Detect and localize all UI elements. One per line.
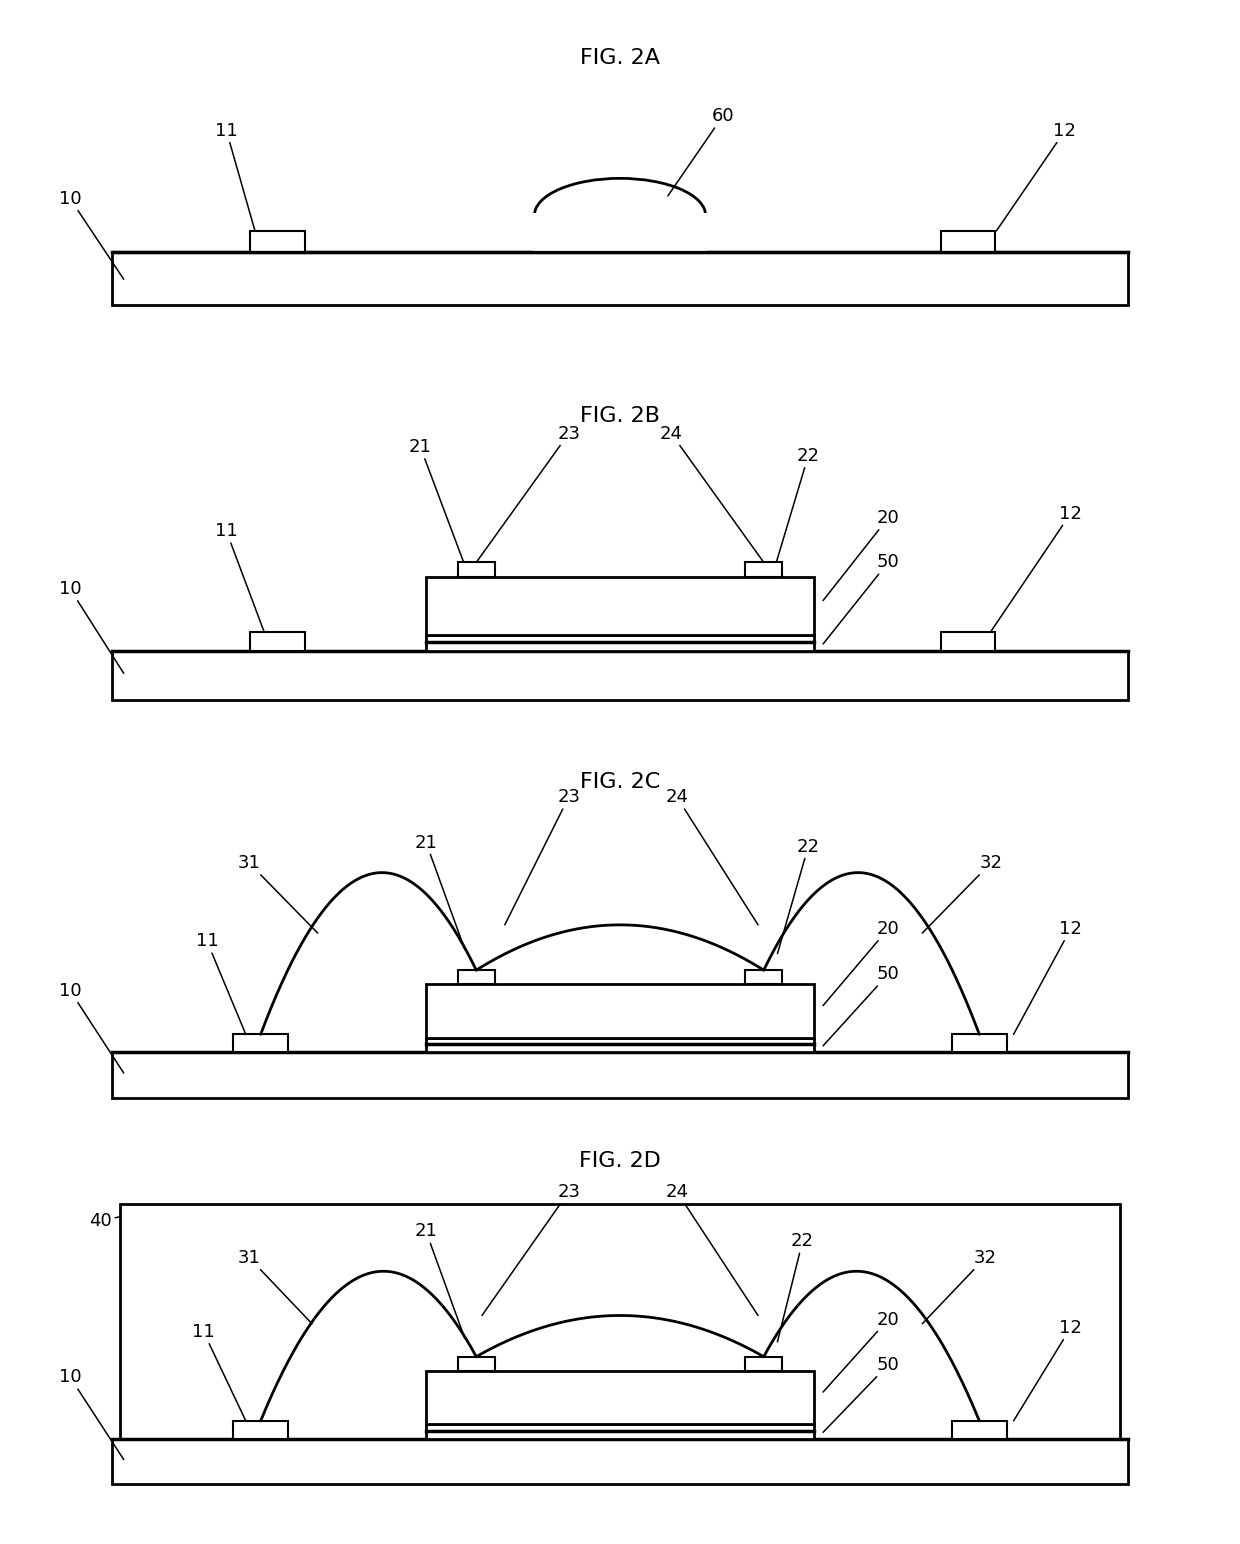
Text: FIG. 2C: FIG. 2C xyxy=(580,772,660,792)
Text: 21: 21 xyxy=(414,834,465,950)
Text: 12: 12 xyxy=(1013,920,1083,1034)
Text: 20: 20 xyxy=(823,510,899,601)
Bar xyxy=(120,1204,1120,1439)
Bar xyxy=(427,984,813,1038)
Text: 22: 22 xyxy=(777,838,820,954)
Bar xyxy=(952,1420,1007,1439)
Text: 11: 11 xyxy=(215,522,264,631)
Text: 24: 24 xyxy=(660,425,764,562)
Bar xyxy=(745,970,782,984)
Bar xyxy=(745,562,782,577)
Bar xyxy=(427,1038,813,1053)
Text: 21: 21 xyxy=(414,1223,465,1339)
Text: FIG. 2D: FIG. 2D xyxy=(579,1150,661,1170)
Text: 11: 11 xyxy=(215,122,255,230)
Text: 23: 23 xyxy=(476,425,580,562)
Bar xyxy=(533,213,707,255)
Text: 10: 10 xyxy=(58,581,124,673)
Text: 12: 12 xyxy=(1013,1319,1083,1420)
Text: 10: 10 xyxy=(58,1368,124,1459)
Text: FIG. 2A: FIG. 2A xyxy=(580,48,660,68)
Text: 50: 50 xyxy=(823,1356,899,1433)
Bar xyxy=(113,652,1127,699)
Text: 32: 32 xyxy=(923,854,1002,933)
Text: 21: 21 xyxy=(409,438,464,562)
Bar xyxy=(427,577,813,635)
Bar xyxy=(941,631,996,652)
Bar xyxy=(427,1371,813,1424)
Bar xyxy=(113,1439,1127,1484)
Bar xyxy=(745,1357,782,1371)
Text: 32: 32 xyxy=(923,1249,997,1323)
Text: 24: 24 xyxy=(666,789,758,925)
Text: 22: 22 xyxy=(777,1232,813,1342)
Bar xyxy=(250,631,305,652)
Bar xyxy=(250,230,305,252)
Text: 22: 22 xyxy=(776,446,820,562)
Bar xyxy=(113,252,1127,306)
Text: FIG. 2B: FIG. 2B xyxy=(580,406,660,426)
Text: 10: 10 xyxy=(58,190,124,279)
Text: 20: 20 xyxy=(823,920,899,1005)
Bar xyxy=(233,1034,288,1053)
Text: 31: 31 xyxy=(238,1249,312,1323)
Text: 11: 11 xyxy=(196,933,246,1034)
Text: 23: 23 xyxy=(505,789,580,925)
Text: 12: 12 xyxy=(991,505,1083,631)
Bar xyxy=(458,970,495,984)
Text: 40: 40 xyxy=(89,1212,120,1229)
Bar xyxy=(113,1053,1127,1098)
Bar xyxy=(427,1424,813,1439)
Text: 12: 12 xyxy=(997,122,1076,230)
Bar xyxy=(458,1357,495,1371)
Bar xyxy=(941,230,996,252)
Bar xyxy=(952,1034,1007,1053)
Text: 60: 60 xyxy=(668,107,734,196)
Bar xyxy=(233,1420,288,1439)
Text: 24: 24 xyxy=(666,1183,758,1315)
Text: 50: 50 xyxy=(823,965,899,1045)
Text: 50: 50 xyxy=(823,553,899,644)
Bar xyxy=(458,562,495,577)
Text: 31: 31 xyxy=(238,854,317,933)
Bar xyxy=(427,635,813,652)
Text: 23: 23 xyxy=(482,1183,580,1315)
Text: 20: 20 xyxy=(823,1311,899,1393)
Text: 11: 11 xyxy=(192,1323,246,1420)
Text: 10: 10 xyxy=(58,982,124,1073)
Ellipse shape xyxy=(534,179,706,252)
